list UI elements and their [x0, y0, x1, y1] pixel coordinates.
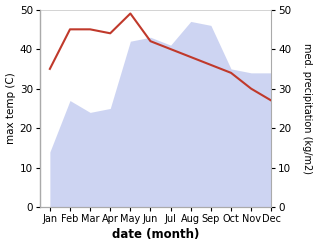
- Y-axis label: med. precipitation (kg/m2): med. precipitation (kg/m2): [302, 43, 313, 174]
- X-axis label: date (month): date (month): [112, 228, 199, 242]
- Y-axis label: max temp (C): max temp (C): [5, 73, 16, 144]
